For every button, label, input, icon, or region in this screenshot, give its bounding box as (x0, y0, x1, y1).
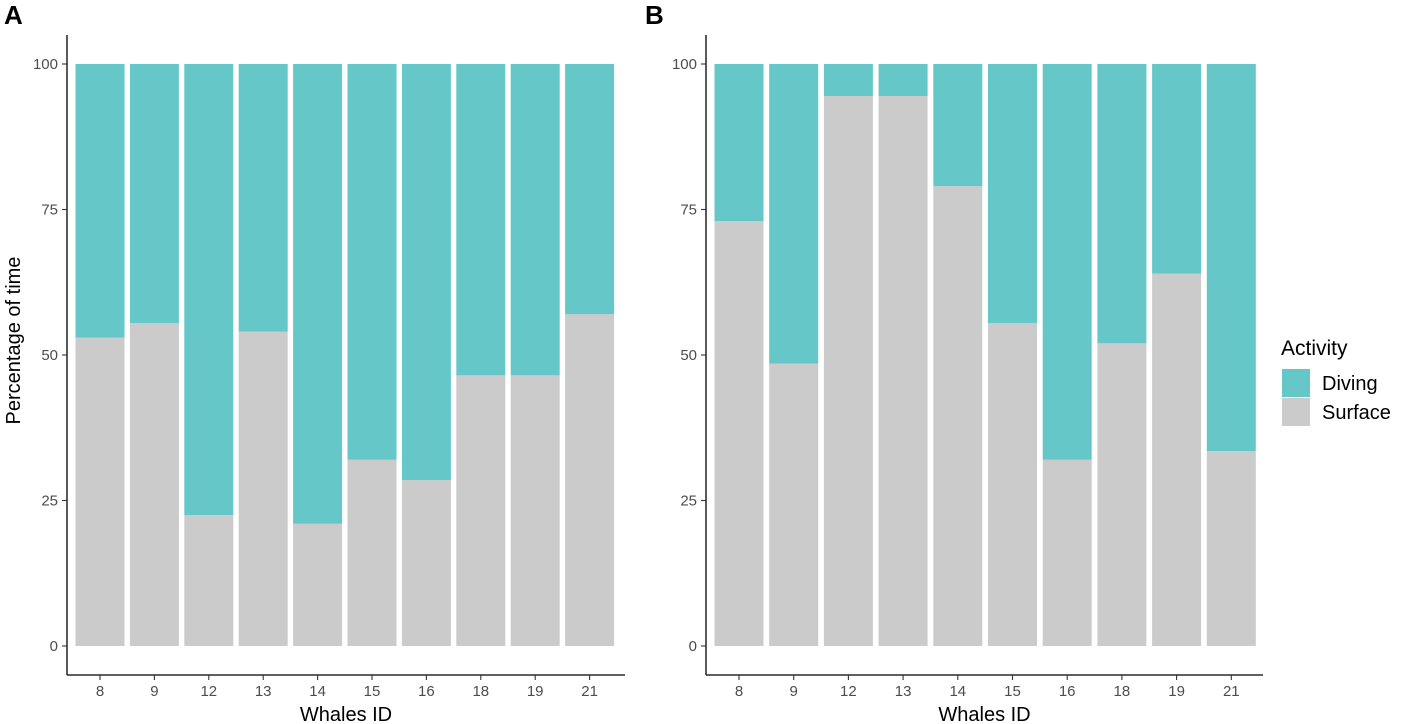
y-tick-label: 25 (680, 493, 697, 510)
legend: Activity Diving Surface (1281, 337, 1391, 426)
bar-diving-15 (347, 64, 397, 460)
y-tick-label: 25 (41, 493, 58, 510)
legend-swatch-diving (1282, 369, 1310, 397)
bar-surface-9 (769, 363, 819, 646)
x-tick-label: 15 (364, 683, 381, 700)
legend-title: Activity (1281, 337, 1348, 360)
bar-diving-12 (184, 64, 234, 516)
bar-surface-19 (510, 375, 560, 646)
bar-surface-14 (293, 523, 343, 646)
y-tick-label: 100 (33, 56, 58, 73)
y-tick-label: 100 (672, 56, 697, 73)
x-tick-label: 18 (1114, 683, 1131, 700)
y-tick-label: 50 (41, 347, 58, 364)
bar-surface-15 (347, 459, 397, 646)
bar-diving-13 (238, 64, 288, 332)
x-tick-label: 12 (840, 683, 857, 700)
panel-label: B (645, 0, 664, 30)
x-tick-label: 16 (1059, 683, 1076, 700)
bar-surface-8 (714, 221, 764, 646)
x-tick-label: 9 (150, 683, 158, 700)
bar-diving-9 (769, 64, 819, 364)
bar-surface-21 (1206, 451, 1256, 646)
bar-diving-16 (401, 64, 451, 481)
bar-diving-8 (75, 64, 125, 338)
x-tick-label: 8 (96, 683, 104, 700)
bar-surface-9 (129, 322, 179, 646)
bar-diving-8 (714, 64, 764, 222)
y-tick-label: 75 (680, 202, 697, 219)
x-tick-label: 15 (1004, 683, 1021, 700)
x-tick-label: 13 (255, 683, 272, 700)
bar-diving-13 (878, 64, 928, 97)
bar-surface-8 (75, 337, 125, 646)
bar-diving-18 (1097, 64, 1147, 344)
legend-label-surface: Surface (1322, 402, 1391, 424)
x-tick-label: 13 (895, 683, 912, 700)
bar-diving-19 (1152, 64, 1202, 274)
x-tick-label: 16 (418, 683, 435, 700)
bar-diving-21 (1206, 64, 1256, 452)
x-tick-label: 18 (472, 683, 489, 700)
bar-surface-13 (238, 331, 288, 646)
panel-a: A 0 25 50 75 100 8 9 12 13 14 15 16 18 19 21 Whales ID Pe… (3, 0, 625, 724)
x-tick-label: 9 (790, 683, 798, 700)
y-tick-label: 50 (680, 347, 697, 364)
bar-diving-9 (129, 64, 179, 323)
x-tick-label: 8 (735, 683, 743, 700)
legend-label-diving: Diving (1322, 373, 1378, 395)
x-tick-label: 21 (1223, 683, 1240, 700)
panel-b: B 0 25 50 75 100 8 9 12 13 14 15 16 18 19 21 Whales ID (645, 0, 1263, 724)
bar-diving-21 (565, 64, 615, 315)
x-tick-label: 12 (200, 683, 217, 700)
bar-surface-21 (565, 314, 615, 646)
y-tick-label: 0 (689, 638, 697, 655)
x-tick-label: 19 (1168, 683, 1185, 700)
bar-diving-14 (293, 64, 343, 524)
bar-surface-12 (823, 96, 873, 646)
bar-diving-12 (823, 64, 873, 97)
y-tick-label: 75 (41, 202, 58, 219)
x-axis-title: Whales ID (938, 704, 1030, 724)
y-axis-title: Percentage of time (3, 257, 25, 425)
bar-diving-16 (1042, 64, 1092, 460)
panel-label: A (4, 0, 23, 30)
bar-surface-18 (1097, 343, 1147, 646)
x-axis-title: Whales ID (300, 704, 392, 724)
bar-surface-16 (401, 480, 451, 646)
bar-surface-12 (184, 515, 234, 646)
bar-surface-15 (988, 322, 1037, 646)
bar-surface-13 (878, 96, 928, 646)
bar-diving-14 (933, 64, 983, 187)
y-tick-label: 0 (50, 638, 58, 655)
bar-surface-19 (1152, 273, 1202, 646)
bar-surface-16 (1042, 459, 1092, 646)
bar-surface-18 (456, 375, 506, 646)
bar-diving-15 (988, 64, 1037, 323)
bar-diving-18 (456, 64, 506, 376)
x-tick-label: 19 (527, 683, 544, 700)
bar-diving-19 (510, 64, 560, 376)
bar-surface-14 (933, 186, 983, 646)
x-tick-label: 21 (581, 683, 598, 700)
legend-swatch-surface (1282, 398, 1310, 426)
x-tick-label: 14 (309, 683, 326, 700)
x-tick-label: 14 (949, 683, 966, 700)
